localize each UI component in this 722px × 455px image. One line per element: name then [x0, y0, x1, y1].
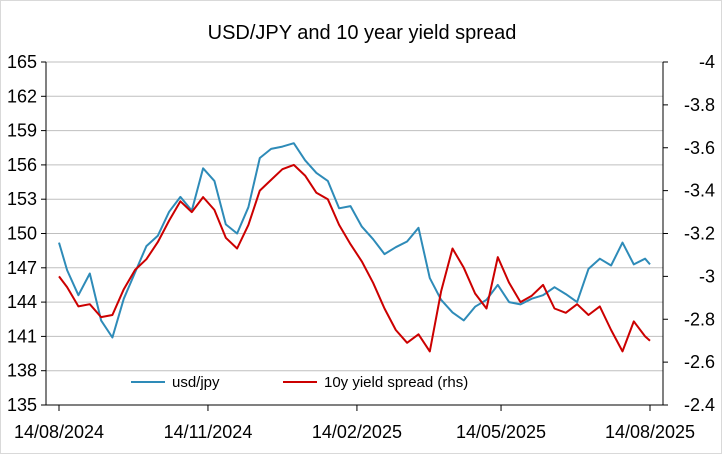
x-tick-label: 14/02/2025: [312, 422, 402, 442]
y-right-tick-label: -2.4: [684, 395, 715, 415]
y-left-tick-label: 159: [7, 121, 37, 141]
y-left-tick-label: 150: [7, 224, 37, 244]
y-right-tick-label: -2.8: [684, 309, 715, 329]
series-line-yield-spread: [58, 163, 651, 353]
x-tick-label: 14/11/2024: [164, 422, 253, 442]
y-right-tick-label: -3.2: [684, 224, 715, 244]
y-left-tick-label: 141: [7, 326, 37, 346]
x-tick-label: 14/08/2025: [605, 422, 695, 442]
y-right-tick-label: -3.6: [684, 138, 715, 158]
y-left-tick-label: 144: [7, 292, 37, 312]
y-left-tick-label: 162: [7, 86, 37, 106]
y-left-tick-label: 153: [7, 189, 37, 209]
legend-label-usdjpy: usd/jpy: [172, 374, 220, 391]
y-right-tick-label: -4: [699, 52, 715, 72]
y-left-tick-label: 138: [7, 361, 37, 381]
x-tick-label: 14/05/2025: [456, 422, 546, 442]
y-left-tick-label: 147: [7, 258, 37, 278]
chart-title: USD/JPY and 10 year yield spread: [208, 22, 517, 44]
y-right-tick-label: -3: [699, 266, 715, 286]
y-left-tick-label: 156: [7, 155, 37, 175]
y-left-tick-label: 135: [7, 395, 37, 415]
axes: 165 162 159 156 153 150 147 144 141 138 135 -4 -3.8 -…: [7, 52, 715, 442]
y-left-tick-label: 165: [7, 52, 37, 72]
y-right-tick-label: -3.8: [684, 95, 715, 115]
gridlines: [46, 61, 663, 406]
y-right-tick-label: -2.6: [684, 352, 715, 372]
legend: usd/jpy 10y yield spread (rhs): [131, 374, 468, 391]
series-line-usdjpy: [58, 142, 651, 339]
y-right-tick-label: -3.4: [684, 181, 715, 201]
legend-label-yield-spread: 10y yield spread (rhs): [324, 374, 468, 391]
x-tick-label: 14/08/2024: [14, 422, 104, 442]
series-layer: [58, 142, 651, 353]
